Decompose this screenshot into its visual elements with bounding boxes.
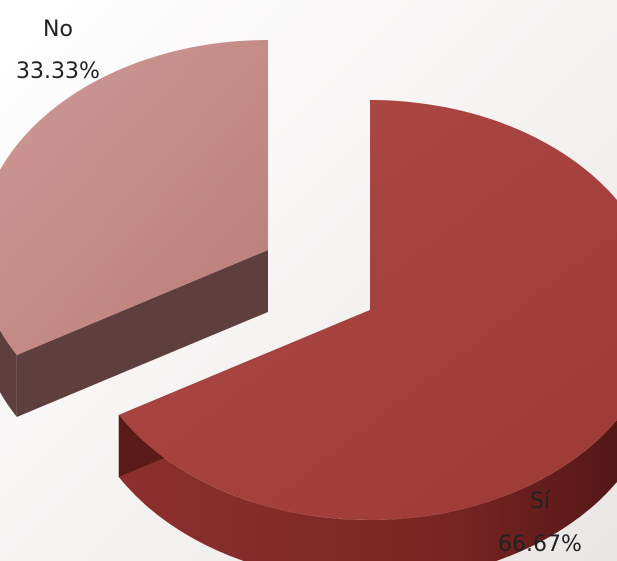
slice-label-si: Sí xyxy=(530,489,551,514)
slice-top-si xyxy=(118,100,617,520)
slice-value-si: 66.67% xyxy=(498,532,582,557)
slice-value-no: 33.33% xyxy=(16,59,100,84)
slice-cut-face-no-0 xyxy=(16,250,269,417)
slice-rim-si xyxy=(118,414,617,561)
slice-label-no: No xyxy=(43,17,73,42)
slices-layer xyxy=(0,40,617,561)
slice-top-no xyxy=(0,40,268,355)
slice-rim-no xyxy=(0,330,17,417)
